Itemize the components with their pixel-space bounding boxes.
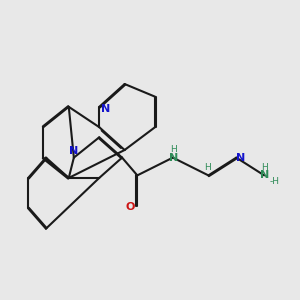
Text: H: H [170,145,177,154]
Text: N: N [169,153,178,163]
Text: N: N [260,170,269,180]
Text: N: N [101,104,110,114]
Text: H: H [261,163,268,172]
Text: N: N [69,146,78,155]
Text: -H: -H [269,177,279,186]
Text: O: O [125,202,134,212]
Text: N: N [236,153,245,163]
Text: H: H [205,163,211,172]
